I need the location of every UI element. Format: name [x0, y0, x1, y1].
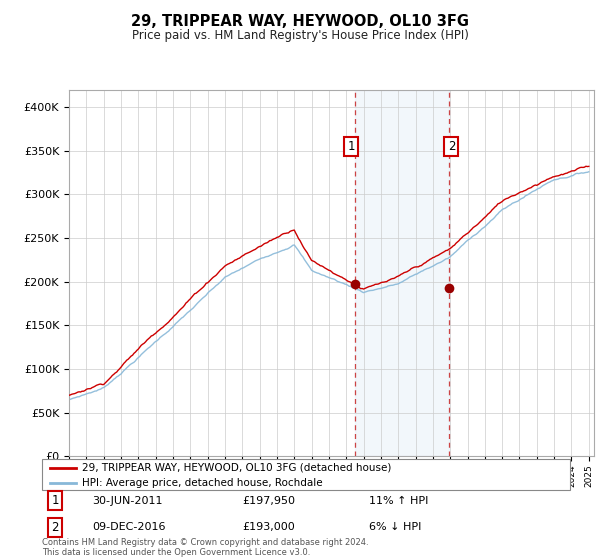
Text: 2: 2	[52, 521, 59, 534]
Text: £193,000: £193,000	[242, 522, 295, 532]
Text: £197,950: £197,950	[242, 496, 296, 506]
Text: 09-DEC-2016: 09-DEC-2016	[92, 522, 166, 532]
Text: 1: 1	[52, 494, 59, 507]
Text: 6% ↓ HPI: 6% ↓ HPI	[370, 522, 422, 532]
Text: Price paid vs. HM Land Registry's House Price Index (HPI): Price paid vs. HM Land Registry's House …	[131, 29, 469, 42]
Text: 29, TRIPPEAR WAY, HEYWOOD, OL10 3FG: 29, TRIPPEAR WAY, HEYWOOD, OL10 3FG	[131, 14, 469, 29]
Text: 11% ↑ HPI: 11% ↑ HPI	[370, 496, 429, 506]
Text: Contains HM Land Registry data © Crown copyright and database right 2024.
This d: Contains HM Land Registry data © Crown c…	[42, 538, 368, 557]
Text: HPI: Average price, detached house, Rochdale: HPI: Average price, detached house, Roch…	[82, 478, 322, 488]
Bar	[355, 90, 449, 456]
Text: 1: 1	[347, 140, 355, 153]
FancyBboxPatch shape	[42, 459, 570, 490]
Text: 29, TRIPPEAR WAY, HEYWOOD, OL10 3FG (detached house): 29, TRIPPEAR WAY, HEYWOOD, OL10 3FG (det…	[82, 463, 391, 473]
Text: 30-JUN-2011: 30-JUN-2011	[92, 496, 163, 506]
Text: 2: 2	[448, 140, 455, 153]
